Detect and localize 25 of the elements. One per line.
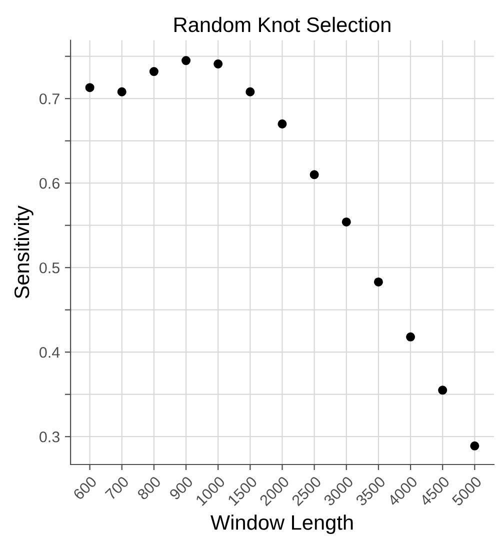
x-axis-title: Window Length — [210, 514, 353, 534]
point — [182, 56, 191, 66]
x-tick-label: 900 — [168, 476, 194, 500]
y-tick-label: 0.7 — [40, 93, 60, 104]
y-tick-label: 0.6 — [40, 178, 60, 189]
point — [214, 59, 223, 68]
point — [406, 332, 416, 342]
x-tick-label: 600 — [72, 476, 98, 500]
y-tick-label: 0.4 — [40, 346, 60, 358]
point — [310, 170, 319, 180]
chart-title: Random Knot Selection — [174, 16, 390, 32]
point — [85, 83, 94, 92]
point — [342, 217, 351, 226]
point — [374, 277, 383, 286]
point — [246, 87, 255, 96]
y-axis-title: Sensitivity — [14, 206, 34, 298]
point — [117, 87, 126, 96]
y-tick-label: 0.3 — [40, 431, 60, 442]
point — [470, 441, 480, 450]
point — [438, 386, 448, 395]
x-tick-label: 700 — [104, 476, 130, 500]
point — [149, 67, 158, 76]
y-tick-label: 0.5 — [40, 262, 60, 274]
point — [278, 119, 287, 128]
x-tick-label: 800 — [136, 476, 162, 500]
